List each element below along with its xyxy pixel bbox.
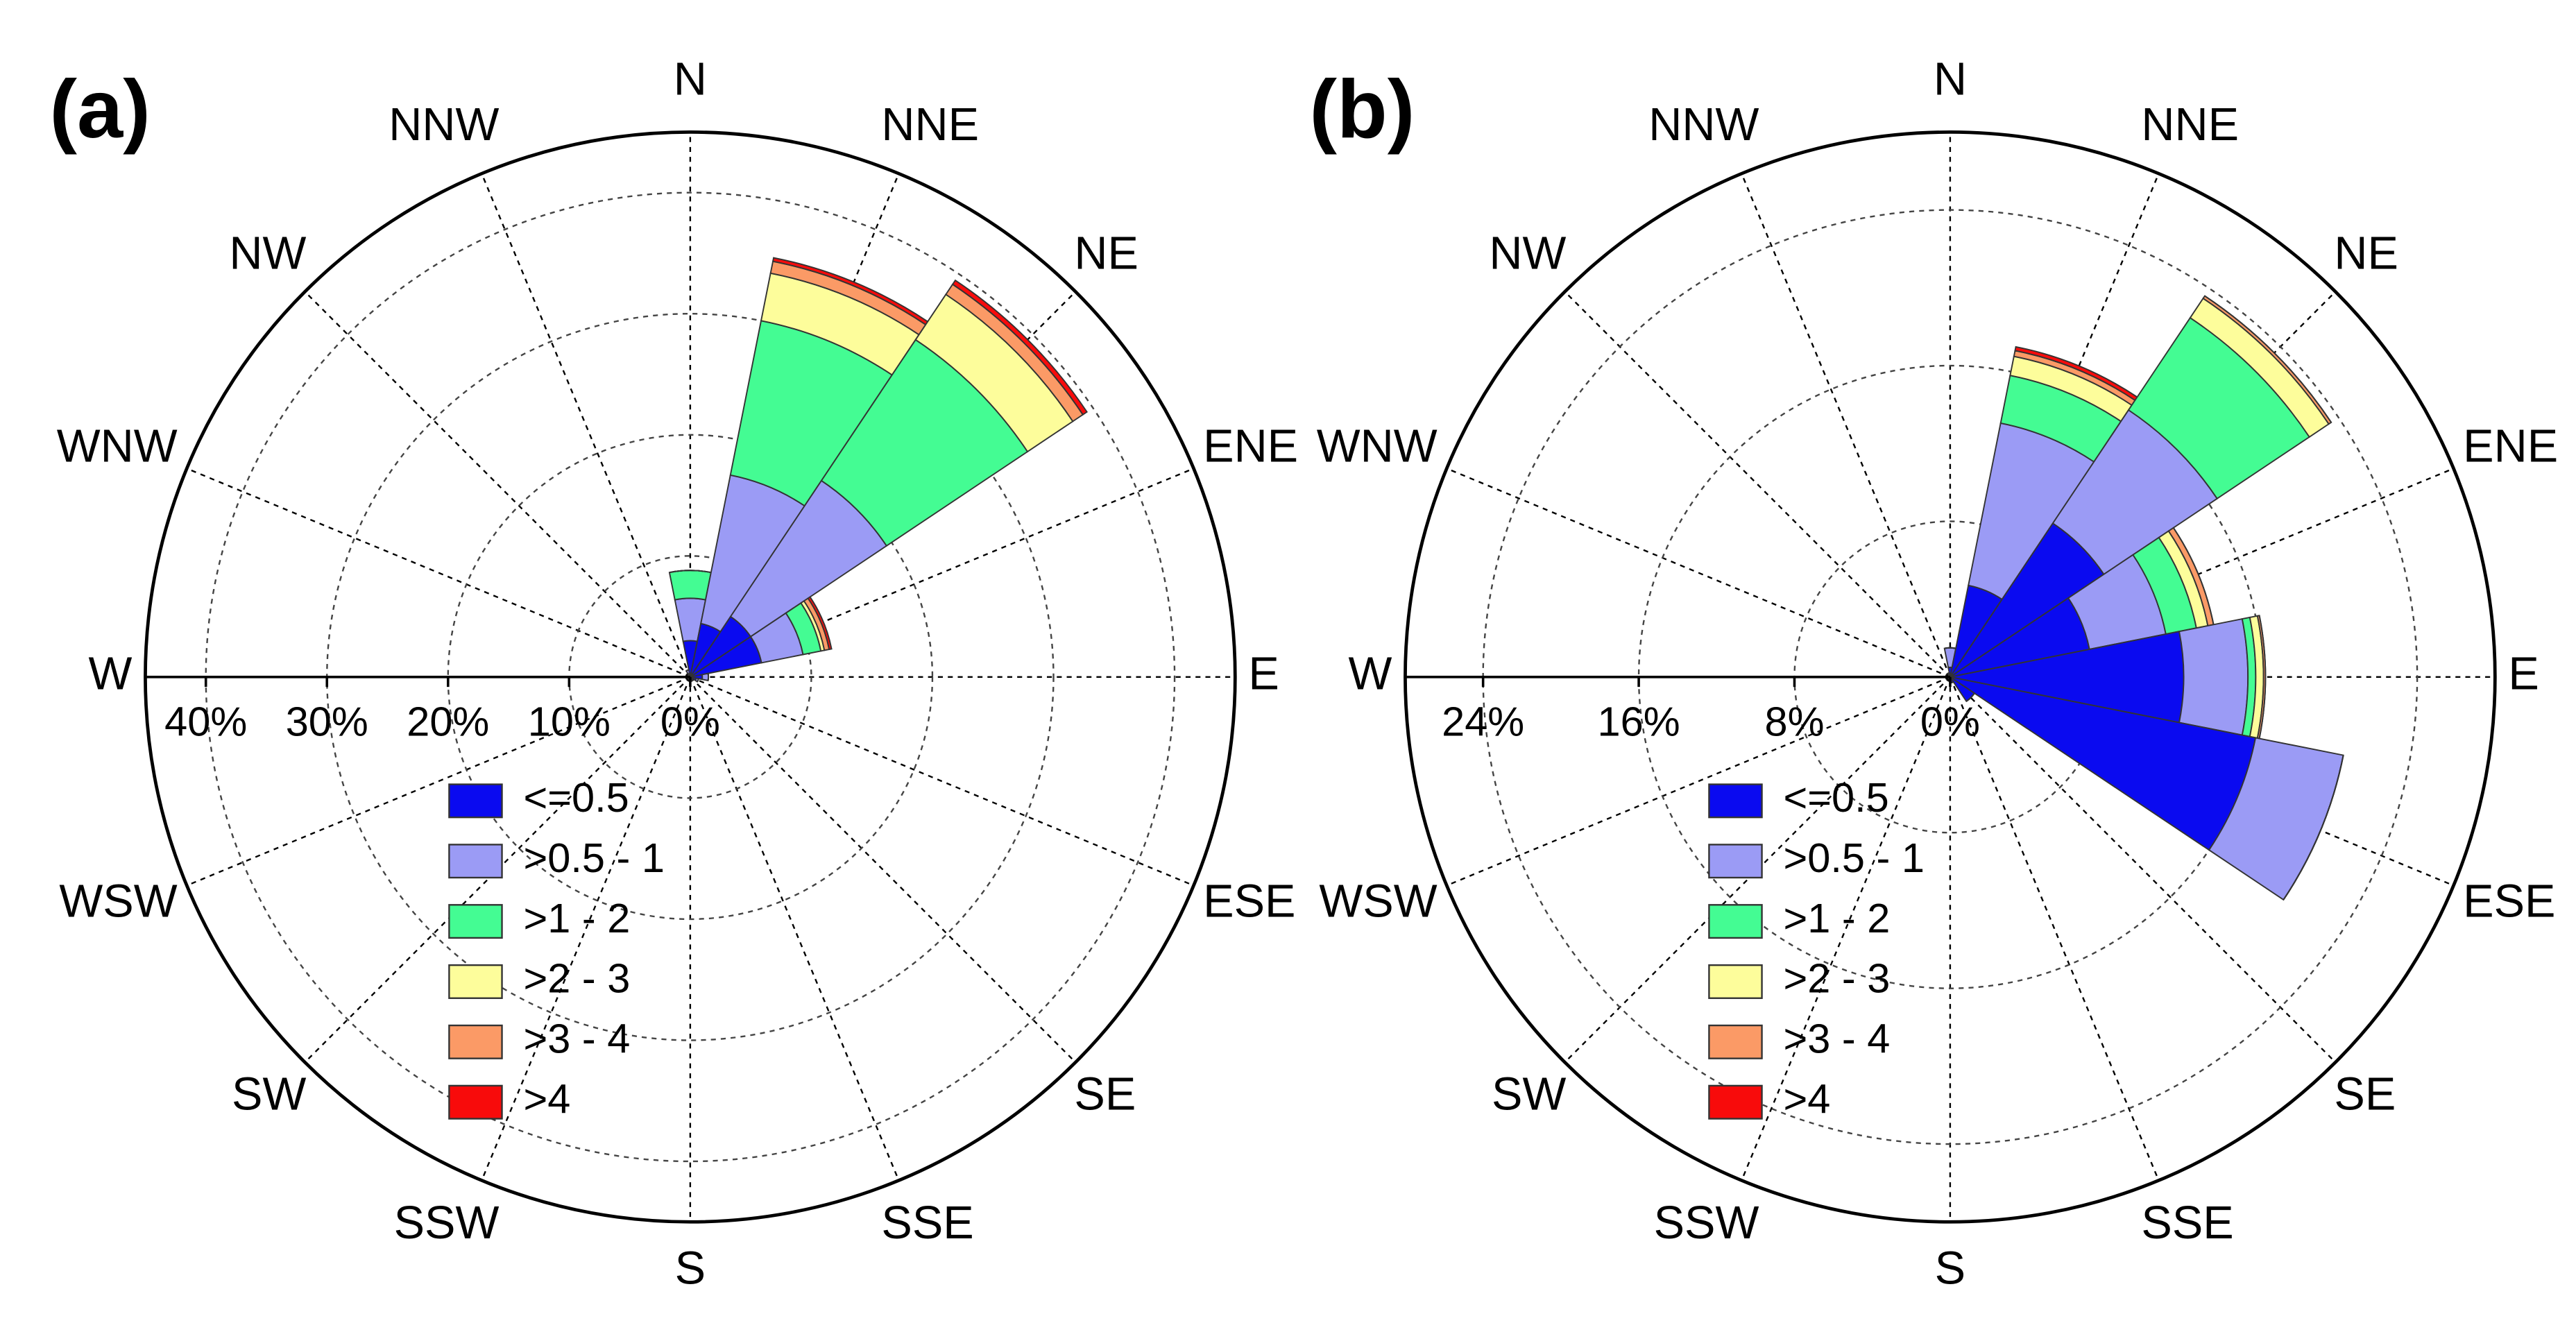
tick-label: 20% bbox=[407, 699, 489, 745]
direction-label: SSW bbox=[1654, 1197, 1759, 1249]
direction-label: WNW bbox=[57, 421, 178, 472]
figure-content: (a)0%10%20%30%40%NNNENEENEEESESESSESSSWS… bbox=[49, 54, 2558, 1295]
radial-line bbox=[1446, 468, 1951, 678]
direction-label: NNE bbox=[881, 99, 979, 151]
direction-label: ESE bbox=[2463, 876, 2555, 927]
direction-label: WSW bbox=[1319, 876, 1437, 927]
legend-label: >0.5 - 1 bbox=[523, 835, 664, 881]
direction-label: E bbox=[1248, 648, 1279, 699]
radial-line bbox=[1741, 676, 1951, 1181]
legend-label: >4 bbox=[523, 1075, 570, 1122]
legend-label: >1 - 2 bbox=[1784, 895, 1891, 941]
direction-label: W bbox=[89, 648, 133, 699]
radial-line bbox=[689, 676, 900, 1181]
direction-label: ESE bbox=[1203, 876, 1295, 927]
tick-label: 40% bbox=[164, 699, 247, 745]
wedge bbox=[2283, 755, 2344, 901]
wedge bbox=[701, 672, 710, 682]
direction-label: SE bbox=[1074, 1068, 1136, 1120]
radial-line bbox=[690, 676, 1194, 887]
direction-label: N bbox=[674, 54, 707, 105]
tick-label: 30% bbox=[286, 699, 368, 745]
direction-label: SSE bbox=[2141, 1197, 2233, 1249]
legend-swatch bbox=[1708, 904, 1763, 939]
direction-label: SW bbox=[232, 1068, 306, 1120]
legend-swatch bbox=[448, 844, 503, 879]
direction-label: SW bbox=[1492, 1068, 1566, 1120]
legend-label: <=0.5 bbox=[1784, 774, 1889, 821]
grid-circle bbox=[205, 191, 1176, 1163]
wedge bbox=[1951, 681, 1954, 684]
rose-panel: (b) 0% 8% 16% 24% N NNE NE ENE E ESE SE SSE S SSW SW WSW… bbox=[1309, 54, 2558, 1295]
legend-swatch bbox=[448, 1024, 503, 1059]
legend-swatch bbox=[448, 904, 503, 939]
legend-swatch bbox=[1708, 844, 1763, 879]
legend-swatch bbox=[1708, 964, 1763, 999]
radial-line bbox=[1949, 676, 2160, 1181]
direction-label: S bbox=[1935, 1243, 1965, 1294]
direction-label: NNW bbox=[389, 99, 499, 151]
direction-label: SSE bbox=[881, 1197, 973, 1249]
legend-swatch bbox=[1708, 1084, 1763, 1120]
radial-line bbox=[304, 291, 691, 678]
legend-label: >4 bbox=[1784, 1075, 1831, 1122]
tick-label: 16% bbox=[1598, 699, 1680, 745]
direction-label: NNW bbox=[1648, 99, 1759, 151]
wedge bbox=[1944, 647, 1956, 649]
legend-swatch bbox=[448, 1084, 503, 1120]
legend-label: >2 - 3 bbox=[1784, 955, 1891, 1002]
direction-label: NE bbox=[1074, 228, 1138, 280]
radial-line bbox=[186, 468, 691, 678]
radial-line bbox=[481, 676, 691, 1181]
direction-label: SE bbox=[2334, 1068, 2396, 1120]
legend-swatch bbox=[448, 964, 503, 999]
direction-label: NNE bbox=[2141, 99, 2239, 151]
legend-swatch bbox=[1708, 783, 1763, 819]
direction-label: NE bbox=[2334, 228, 2398, 280]
panel-label: (b) bbox=[1309, 63, 1415, 155]
wedge bbox=[707, 673, 710, 681]
radial-line bbox=[1950, 676, 2337, 1064]
tick-label: 0% bbox=[660, 699, 720, 745]
tick-label: 24% bbox=[1442, 699, 1524, 745]
legend-label: >2 - 3 bbox=[523, 955, 630, 1002]
radial-line bbox=[1446, 676, 1951, 887]
wedge bbox=[807, 596, 833, 651]
legend-label: <=0.5 bbox=[523, 774, 629, 821]
legend-label: >3 - 4 bbox=[523, 1016, 630, 1062]
direction-label: NW bbox=[229, 228, 306, 280]
wedge bbox=[668, 570, 712, 601]
direction-label: ENE bbox=[1203, 421, 1298, 472]
direction-label: E bbox=[2508, 648, 2539, 699]
radial-line bbox=[186, 676, 691, 887]
radial-line bbox=[1741, 173, 1951, 678]
legend-swatch bbox=[448, 783, 503, 819]
direction-label: ENE bbox=[2463, 421, 2558, 472]
direction-label: S bbox=[675, 1243, 706, 1294]
legend-label: >1 - 2 bbox=[523, 895, 630, 941]
radial-line bbox=[690, 676, 1077, 1064]
radial-line bbox=[1564, 291, 1951, 678]
wedge bbox=[951, 279, 1088, 416]
panel-label: (a) bbox=[49, 63, 150, 155]
direction-label: NW bbox=[1489, 228, 1566, 280]
tick-label: 0% bbox=[1920, 699, 1980, 745]
radial-line bbox=[481, 173, 691, 678]
legend-swatch bbox=[1708, 1024, 1763, 1059]
legend-label: >0.5 - 1 bbox=[1784, 835, 1925, 881]
direction-label: WSW bbox=[59, 876, 177, 927]
legend-label: >3 - 4 bbox=[1784, 1016, 1891, 1062]
direction-label: SSW bbox=[394, 1197, 500, 1249]
direction-label: N bbox=[1934, 54, 1967, 105]
wedge bbox=[1947, 672, 1950, 674]
direction-label: W bbox=[1349, 648, 1392, 699]
tick-label: 8% bbox=[1764, 699, 1824, 745]
rose-panel: (a) 0% 10% 20% 30% 40% N NNE NE ENE E ESE SE SSE S SSW S… bbox=[49, 54, 1298, 1295]
direction-label: WNW bbox=[1317, 421, 1438, 472]
tick-label: 10% bbox=[528, 699, 611, 745]
wedge bbox=[2178, 617, 2249, 736]
